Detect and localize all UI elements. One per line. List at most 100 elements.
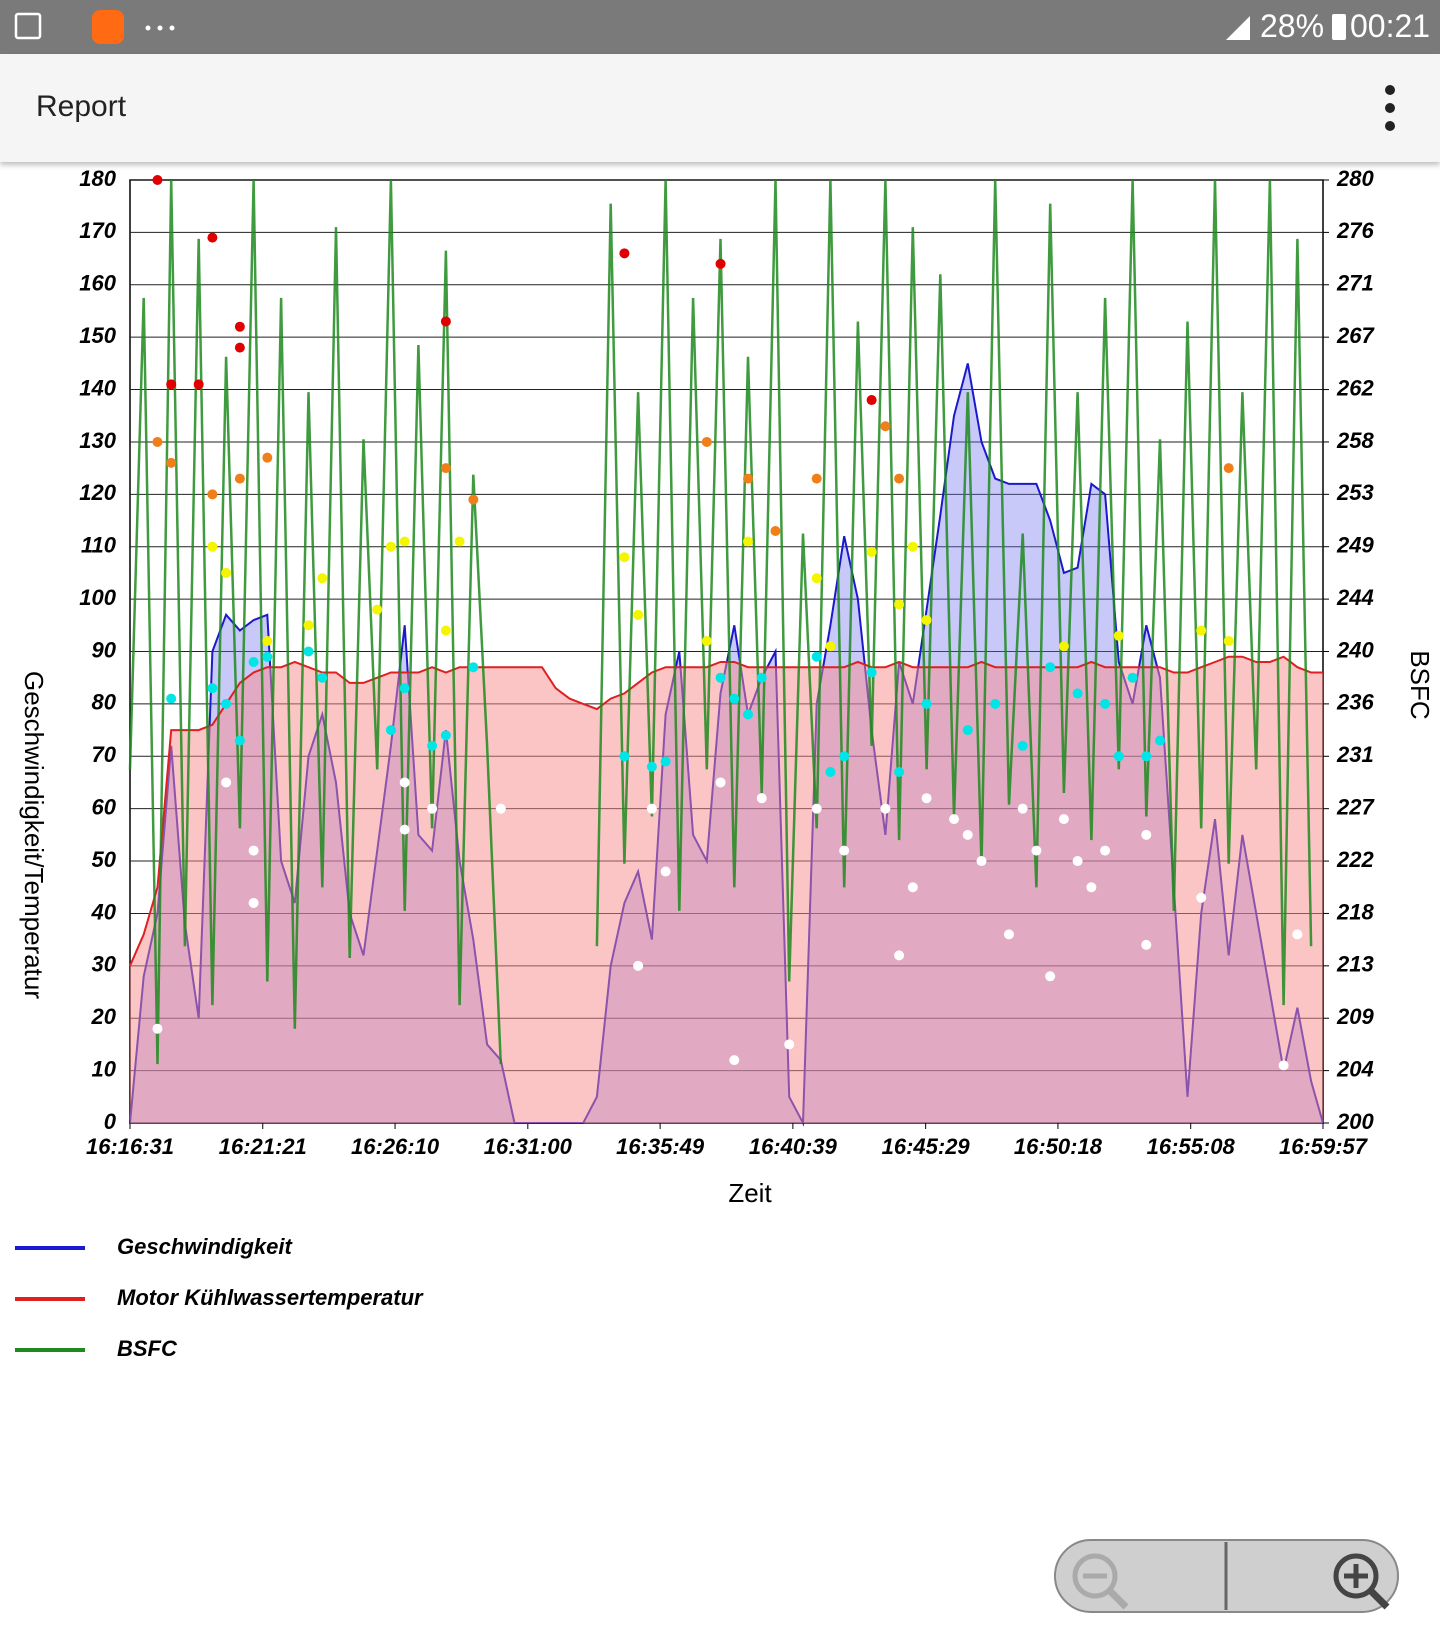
y-tick-label: 140	[79, 375, 116, 400]
data-point	[921, 698, 932, 709]
data-point	[427, 803, 438, 814]
y2-tick-label: 231	[1336, 742, 1374, 767]
data-point	[303, 646, 314, 657]
data-point	[1223, 463, 1234, 474]
data-point	[262, 651, 273, 662]
y2-axis-label: BSFC	[1405, 650, 1435, 719]
y-tick-label: 40	[91, 899, 117, 924]
y2-tick-label: 200	[1336, 1109, 1374, 1134]
legend-label: Geschwindigkeit	[117, 1234, 293, 1259]
y2-tick-label: 204	[1336, 1056, 1374, 1081]
data-point	[633, 960, 644, 971]
data-point	[646, 761, 657, 772]
data-point	[962, 725, 973, 736]
data-point	[1017, 740, 1028, 751]
y-axis-label: Geschwindigkeit/Temperatur	[19, 671, 49, 999]
data-point	[234, 342, 245, 353]
data-point	[1100, 698, 1111, 709]
data-point	[619, 751, 630, 762]
data-point	[866, 395, 877, 406]
data-point	[1141, 829, 1152, 840]
data-point	[825, 766, 836, 777]
battery-level: 28%	[1260, 8, 1325, 44]
data-point	[221, 698, 232, 709]
data-point	[1031, 845, 1042, 856]
data-point	[399, 683, 410, 694]
y-tick-label: 60	[92, 794, 117, 819]
data-point	[248, 897, 259, 908]
data-point	[1058, 814, 1069, 825]
y2-tick-label: 258	[1336, 428, 1374, 453]
y2-tick-label: 222	[1336, 847, 1374, 872]
app-bar: Report	[0, 54, 1440, 162]
app-icon	[92, 10, 124, 44]
data-point	[440, 463, 451, 474]
data-point	[729, 693, 740, 704]
data-point	[495, 803, 506, 814]
data-point	[894, 766, 905, 777]
data-point	[248, 656, 259, 667]
y-tick-label: 80	[92, 690, 117, 715]
data-point	[248, 845, 259, 856]
overflow-menu[interactable]	[1380, 84, 1400, 134]
battery-icon	[1332, 14, 1346, 40]
legend-label: Motor Kühlwassertemperatur	[117, 1285, 424, 1310]
data-point	[880, 803, 891, 814]
x-tick-label: 16:45:29	[882, 1134, 971, 1159]
data-point	[166, 379, 177, 390]
data-point	[303, 620, 314, 631]
data-point	[1292, 929, 1303, 940]
data-point	[1086, 882, 1097, 893]
y-tick-label: 120	[79, 480, 116, 505]
y-tick-label: 180	[79, 166, 116, 191]
data-point	[234, 321, 245, 332]
data-point	[907, 882, 918, 893]
zoom-out-button[interactable]	[1072, 1553, 1129, 1610]
data-point	[756, 793, 767, 804]
data-point	[907, 541, 918, 552]
app-title: Report	[36, 90, 127, 123]
x-tick-label: 16:35:49	[616, 1134, 705, 1159]
data-point	[385, 541, 396, 552]
legend-label: BSFC	[117, 1336, 178, 1361]
data-point	[894, 599, 905, 610]
x-tick-label: 16:50:18	[1014, 1134, 1103, 1159]
signal-icon	[1226, 16, 1250, 40]
zoom-control	[1054, 1539, 1399, 1613]
y2-tick-label: 271	[1336, 271, 1374, 296]
y-tick-label: 70	[92, 742, 117, 767]
data-point	[921, 793, 932, 804]
y-tick-label: 160	[79, 271, 116, 296]
data-point	[839, 845, 850, 856]
y-tick-label: 150	[79, 323, 116, 348]
data-point	[262, 636, 273, 647]
data-point	[1100, 845, 1111, 856]
data-point	[1113, 751, 1124, 762]
data-point	[770, 526, 781, 537]
data-point	[715, 258, 726, 269]
data-point	[619, 248, 630, 259]
data-point	[468, 494, 479, 505]
data-point	[715, 672, 726, 683]
data-point	[399, 824, 410, 835]
status-bar: 28% 00:21	[0, 0, 1440, 54]
x-tick-label: 16:16:31	[86, 1134, 174, 1159]
data-point	[660, 756, 671, 767]
more-dot	[157, 25, 163, 31]
x-tick-label: 16:21:21	[219, 1134, 307, 1159]
zoom-in-button[interactable]	[1333, 1553, 1390, 1610]
status-icons	[14, 10, 1346, 44]
x-tick-label: 16:40:39	[749, 1134, 838, 1159]
data-point	[317, 672, 328, 683]
data-point	[756, 672, 767, 683]
data-point	[152, 175, 163, 185]
data-point	[1196, 625, 1207, 636]
x-tick-label: 16:55:08	[1147, 1134, 1236, 1159]
y2-tick-label: 209	[1336, 1004, 1374, 1029]
y2-tick-label: 253	[1336, 480, 1374, 505]
data-point	[811, 473, 822, 484]
y-tick-label: 0	[104, 1109, 117, 1134]
data-point	[1045, 662, 1056, 673]
data-point	[701, 436, 712, 447]
